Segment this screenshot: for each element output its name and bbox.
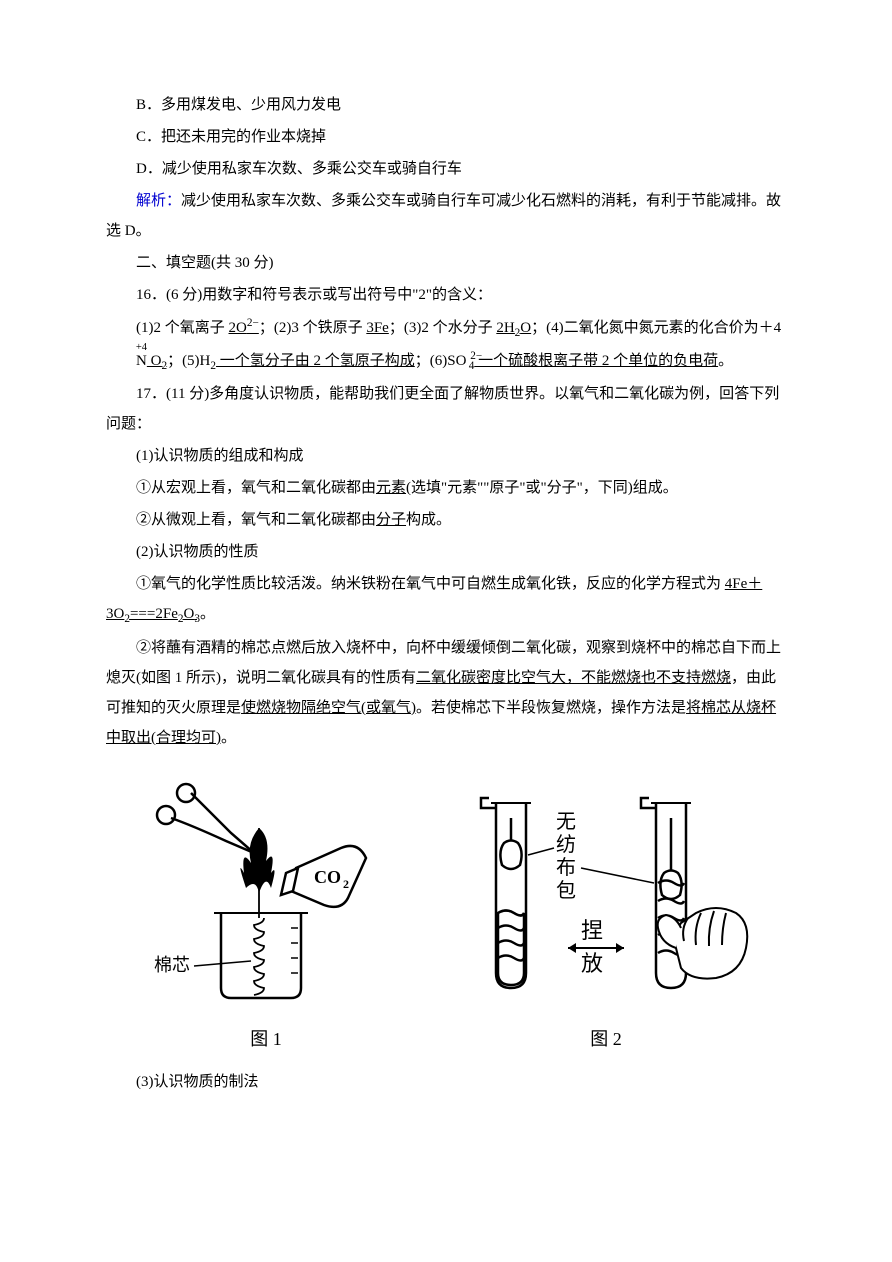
q17-s2b-ans2: 使燃烧物隔绝空气(或氧气) bbox=[241, 700, 416, 716]
q16-end: 。 bbox=[718, 353, 733, 369]
section-2-heading: 二、填空题(共 30 分) bbox=[106, 248, 786, 278]
q17-stem: 17．(11 分)多角度认识物质，能帮助我们更全面了解物质世界。以氧气和二氧化碳… bbox=[106, 379, 786, 439]
svg-text:捏: 捏 bbox=[581, 918, 603, 943]
q16-stem: 16．(6 分)用数字和符号表示或写出符号中"2"的含义： bbox=[106, 280, 786, 310]
q17-s1b-ans: 分子 bbox=[376, 512, 406, 528]
q16-ans3: 2H2O bbox=[496, 320, 531, 336]
q16-answers: (1)2 个氧离子 2O2−；(2)3 个铁原子 3Fe；(3)2 个水分子 2… bbox=[106, 312, 786, 377]
cotton-label: 棉芯 bbox=[154, 955, 190, 975]
q17-s2: (2)认识物质的性质 bbox=[106, 537, 786, 567]
q17-s1a: ①从宏观上看，氧气和二氧化碳都由元素(选填"元素""原子"或"分子"，下同)组成… bbox=[106, 473, 786, 503]
figures-row: CO 2 棉芯 图 1 bbox=[106, 773, 786, 1057]
option-b: B．多用煤发电、少用风力发电 bbox=[106, 90, 786, 120]
q16-sep6: ；(6)SO bbox=[415, 353, 470, 369]
svg-text:CO: CO bbox=[314, 867, 341, 887]
q16-sep5: ；(5)H bbox=[167, 353, 210, 369]
q17-s2b: ②将蘸有酒精的棉芯点燃后放入烧杯中，向杯中缓缓倾倒二氧化碳，观察到烧杯中的棉芯自… bbox=[106, 633, 786, 753]
q16-ans5: 一个氢分子由 2 个氢原子构成 bbox=[216, 353, 415, 369]
explain-label: 解析： bbox=[136, 193, 181, 209]
q16-ans1: 2O2− bbox=[229, 320, 259, 336]
figure-1-caption: 图 1 bbox=[250, 1021, 282, 1057]
explain-text: 减少使用私家车次数、多乘公交车或骑自行车可减少化石燃料的消耗，有利于节能减排。故… bbox=[106, 193, 781, 239]
svg-text:2: 2 bbox=[343, 877, 349, 891]
svg-text:纺: 纺 bbox=[556, 833, 576, 856]
q17-s3: (3)认识物质的制法 bbox=[106, 1067, 786, 1097]
svg-text:放: 放 bbox=[581, 951, 603, 976]
q17-s1: (1)认识物质的组成和构成 bbox=[106, 441, 786, 471]
q17-s1a-ans: 元素 bbox=[376, 480, 406, 496]
figure-1: CO 2 棉芯 图 1 bbox=[136, 773, 396, 1057]
q16-ans2: 3Fe bbox=[366, 320, 389, 336]
q16-sep3: ；(3)2 个水分子 bbox=[389, 320, 497, 336]
q17-s2a: ①氧气的化学性质比较活泼。纳米铁粉在氧气中可自燃生成氧化铁，反应的化学方程式为 … bbox=[106, 569, 786, 631]
svg-text:包: 包 bbox=[556, 879, 576, 902]
q17-s1b: ②从微观上看，氧气和二氧化碳都由分子构成。 bbox=[106, 505, 786, 535]
figure-1-svg: CO 2 棉芯 bbox=[136, 773, 396, 1013]
svg-text:无: 无 bbox=[556, 811, 576, 833]
figure-2-svg: 无 纺 布 包 捏 放 bbox=[456, 773, 756, 1013]
figure-2: 无 纺 布 包 捏 放 图 2 bbox=[456, 773, 756, 1057]
q16-ans4: +4N O2 bbox=[106, 353, 167, 369]
option-d: D．减少使用私家车次数、多乘公交车或骑自行车 bbox=[106, 154, 786, 184]
q15-explanation: 解析：减少使用私家车次数、多乘公交车或骑自行车可减少化石燃料的消耗，有利于节能减… bbox=[106, 186, 786, 246]
q16-sep4: ；(4)二氧化氮中氮元素的化合价为＋4 bbox=[531, 320, 781, 336]
svg-text:布: 布 bbox=[556, 856, 576, 879]
figure-2-caption: 图 2 bbox=[590, 1021, 622, 1057]
q16-part1-label: (1)2 个氧离子 bbox=[136, 320, 229, 336]
option-c: C．把还未用完的作业本烧掉 bbox=[106, 122, 786, 152]
q17-s2b-ans1: 二氧化碳密度比空气大，不能燃烧也不支持燃烧 bbox=[416, 670, 731, 686]
q16-ans6: 一个硫酸根离子带 2 个单位的负电荷 bbox=[474, 353, 718, 369]
q16-sep2: ；(2)3 个铁原子 bbox=[259, 320, 367, 336]
